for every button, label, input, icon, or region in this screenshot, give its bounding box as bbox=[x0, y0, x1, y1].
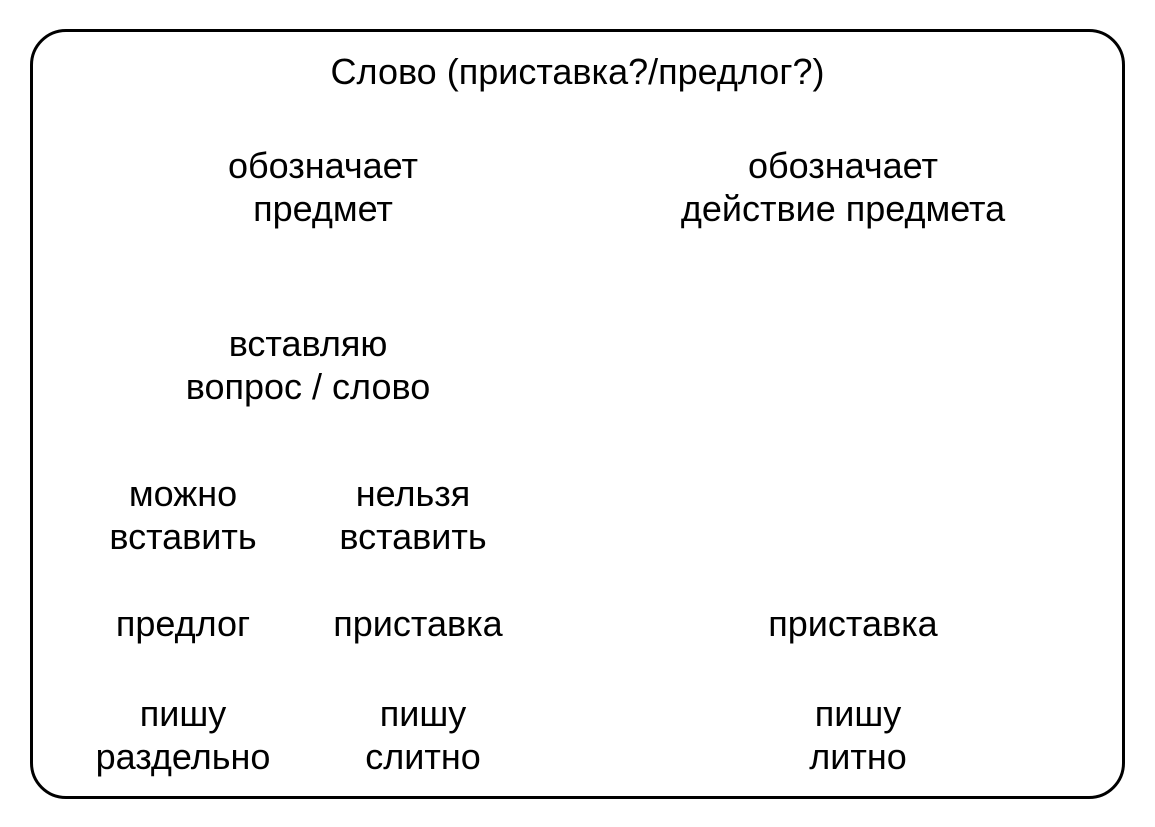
node-left-level2: вставляю вопрос / слово bbox=[128, 322, 488, 410]
node-left-level5b: пишу слитно bbox=[313, 692, 533, 780]
diagram-frame: Слово (приставка?/предлог?) обозначает п… bbox=[30, 29, 1125, 799]
node-left-level3b: нельзя вставить bbox=[293, 472, 533, 560]
diagram-title: Слово (приставка?/предлог?) bbox=[33, 50, 1122, 94]
node-left-level1: обозначает предмет bbox=[143, 144, 503, 232]
node-right-level1: обозначает действие предмета bbox=[633, 144, 1053, 232]
node-left-level4b: приставка bbox=[288, 602, 548, 646]
node-right-level4: приставка bbox=[723, 602, 983, 646]
node-left-level4a: предлог bbox=[63, 602, 303, 646]
node-left-level5a: пишу раздельно bbox=[53, 692, 313, 780]
node-left-level3a: можно вставить bbox=[63, 472, 303, 560]
node-right-level5: пишу литно bbox=[758, 692, 958, 780]
